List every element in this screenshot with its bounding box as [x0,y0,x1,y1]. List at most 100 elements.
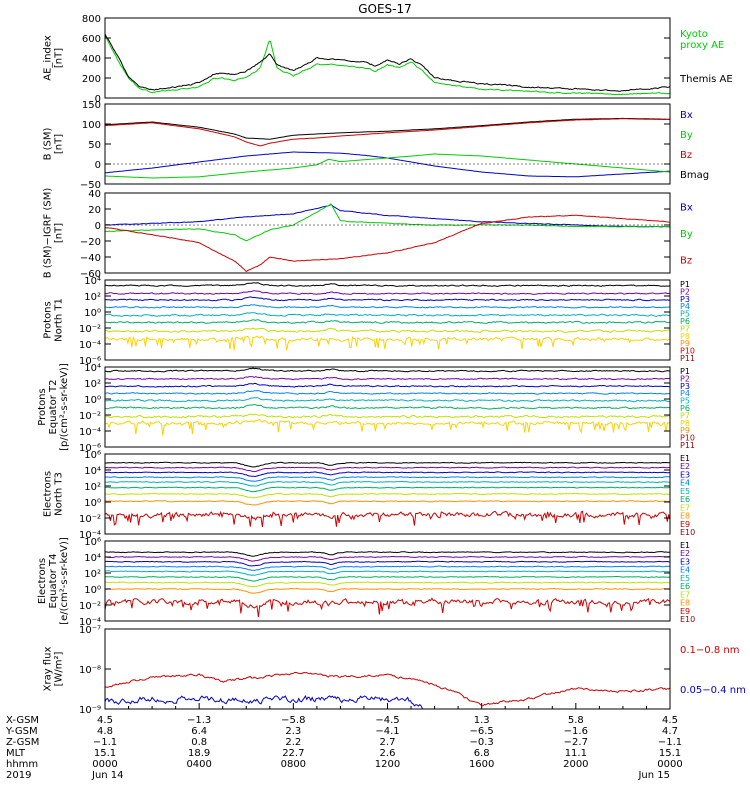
x-row-value: 2.2 [285,737,301,748]
legend-entry: Bx [680,110,693,121]
x-row-value: −1.6 [564,726,588,737]
legend-entry: Bx [680,202,693,213]
x-row-value: 4.5 [97,715,113,726]
panel-frame [104,366,671,448]
y-axis-label: Xray flux[W/m²] [43,647,65,692]
legend-entry: P11 [680,354,695,363]
y-tick-label: 600 [82,34,101,45]
series-0-05-0-4-nm [105,695,423,709]
y-axis-label-line: [e/(cm²-s-sr-keV)] [59,537,70,625]
legend-entry: Bmag [680,170,709,181]
panel-ae: 0 200 400 600 800 AE_index[nT] Kyoto proxy AE Th… [43,14,733,105]
y-axis-label-line: [nT] [54,48,65,68]
legend-entry: P8 [680,332,690,341]
series-bz [105,214,670,273]
series-p2 [105,376,670,381]
x-axis-ephemeris: X-GSM 4.5 −1.3 −5.8 −4.5 1.3 5.8 4.5 Y-GSM 4.8 6.4… [5,703,683,781]
series-by [105,203,670,242]
x-row-value: 22.7 [282,748,304,759]
legend-entry: E6 [680,495,690,504]
x-row-value: 1200 [375,759,400,770]
series-e2 [105,466,670,473]
x-row-label: 2019 [6,770,31,781]
legend-entry: P9 [680,426,690,435]
legend-entry: E1 [680,541,690,550]
y-axis-label-line: [p/(cm²-s-sr-keV)] [59,363,70,451]
x-row-value: 0800 [281,759,306,770]
y-tick-label: 800 [82,14,101,25]
y-tick-label: 10⁻² [79,601,101,612]
legend-entry: By [680,130,693,141]
panel-pn: 10⁴ 10² 10⁰ 10⁻² 10⁻⁴ 10⁻⁶ ProtonsNorth T1 P1P2… [43,276,696,367]
series-p6 [105,319,670,324]
y-axis-label-line: [W/m²] [54,651,65,686]
series-e5 [105,570,670,576]
panel-db: −60 −40 −20 0 20 40 B (SM)−IGRF (SM)[nT] Bx By Bz [43,188,693,280]
y-tick-label: 400 [82,54,101,65]
legend-entry: E7 [680,590,690,599]
x-row-value: 2.6 [380,748,396,759]
x-row-value: 6.8 [474,748,490,759]
x-row-value: −5.8 [281,715,305,726]
panel-frame [104,103,671,185]
legend-entry: E10 [680,615,695,624]
x-row-value: Jun 15 [637,770,670,781]
x-row-value: 4.8 [97,726,113,737]
legend-entry: E9 [680,607,690,616]
x-row-value: 4.5 [662,715,678,726]
legend-entry: E6 [680,582,690,591]
legend-entry: E2 [680,462,690,471]
y-axis-label-line: Equator T2 [48,380,59,435]
legend-entry: E9 [680,520,690,529]
legend-entry: E3 [680,470,690,479]
series-p8 [105,335,670,351]
series-bmag [105,117,670,140]
legend-entry: E2 [680,549,690,558]
y-axis-label-line: Electrons [43,471,54,517]
y-tick-label: 0 [95,94,101,105]
x-row-label: hhmm [6,759,38,770]
legend-entry: E8 [680,512,690,521]
legend-entry: P3 [680,382,690,391]
y-tick-label: 10⁻⁸ [79,665,101,676]
y-axis-label-line: Electrons [37,558,48,604]
legend-entry: By [680,229,693,240]
legend-entry: P10 [680,347,695,356]
legend-entry: P3 [680,295,690,304]
x-row-value: 2000 [563,759,588,770]
x-row-value: −1.3 [187,715,211,726]
series-p7 [105,327,670,333]
x-row-label: MLT [6,748,26,759]
y-tick-label: 200 [82,74,101,85]
y-tick-label: 10⁻² [79,324,101,335]
y-tick-label: 10⁻⁴ [79,530,101,541]
y-tick-label: 10⁻⁴ [79,617,101,628]
legend-entry: E7 [680,503,690,512]
x-row-value: 4.7 [662,726,678,737]
legend-entry: P5 [680,310,690,319]
series-e1 [105,551,670,557]
legend-entry: P4 [680,389,690,398]
x-row-value: 15.1 [94,748,116,759]
series-themis-ae [105,33,670,92]
db-traces [105,203,670,273]
series-p5 [105,397,670,403]
y-axis-label: ProtonsNorth T1 [43,298,65,342]
legend-entry: Kyoto proxy AE [680,29,724,51]
y-tick-label: 10² [84,569,101,580]
x-row-value: −4.1 [375,726,399,737]
pe-traces [105,367,670,436]
panel-frame [104,279,671,361]
legend-entry: P6 [680,404,690,413]
y-axis-label-line: Equator T4 [48,554,59,609]
y-tick-label: 10⁴ [84,466,101,477]
pn-traces [105,282,670,351]
y-tick-label: 10⁻⁴ [79,340,101,351]
b-traces [105,117,670,179]
panel-frame [104,453,671,535]
legend-entry: P2 [680,287,690,296]
y-tick-label: 0 [95,160,101,171]
x-row-value: −1.1 [658,737,682,748]
